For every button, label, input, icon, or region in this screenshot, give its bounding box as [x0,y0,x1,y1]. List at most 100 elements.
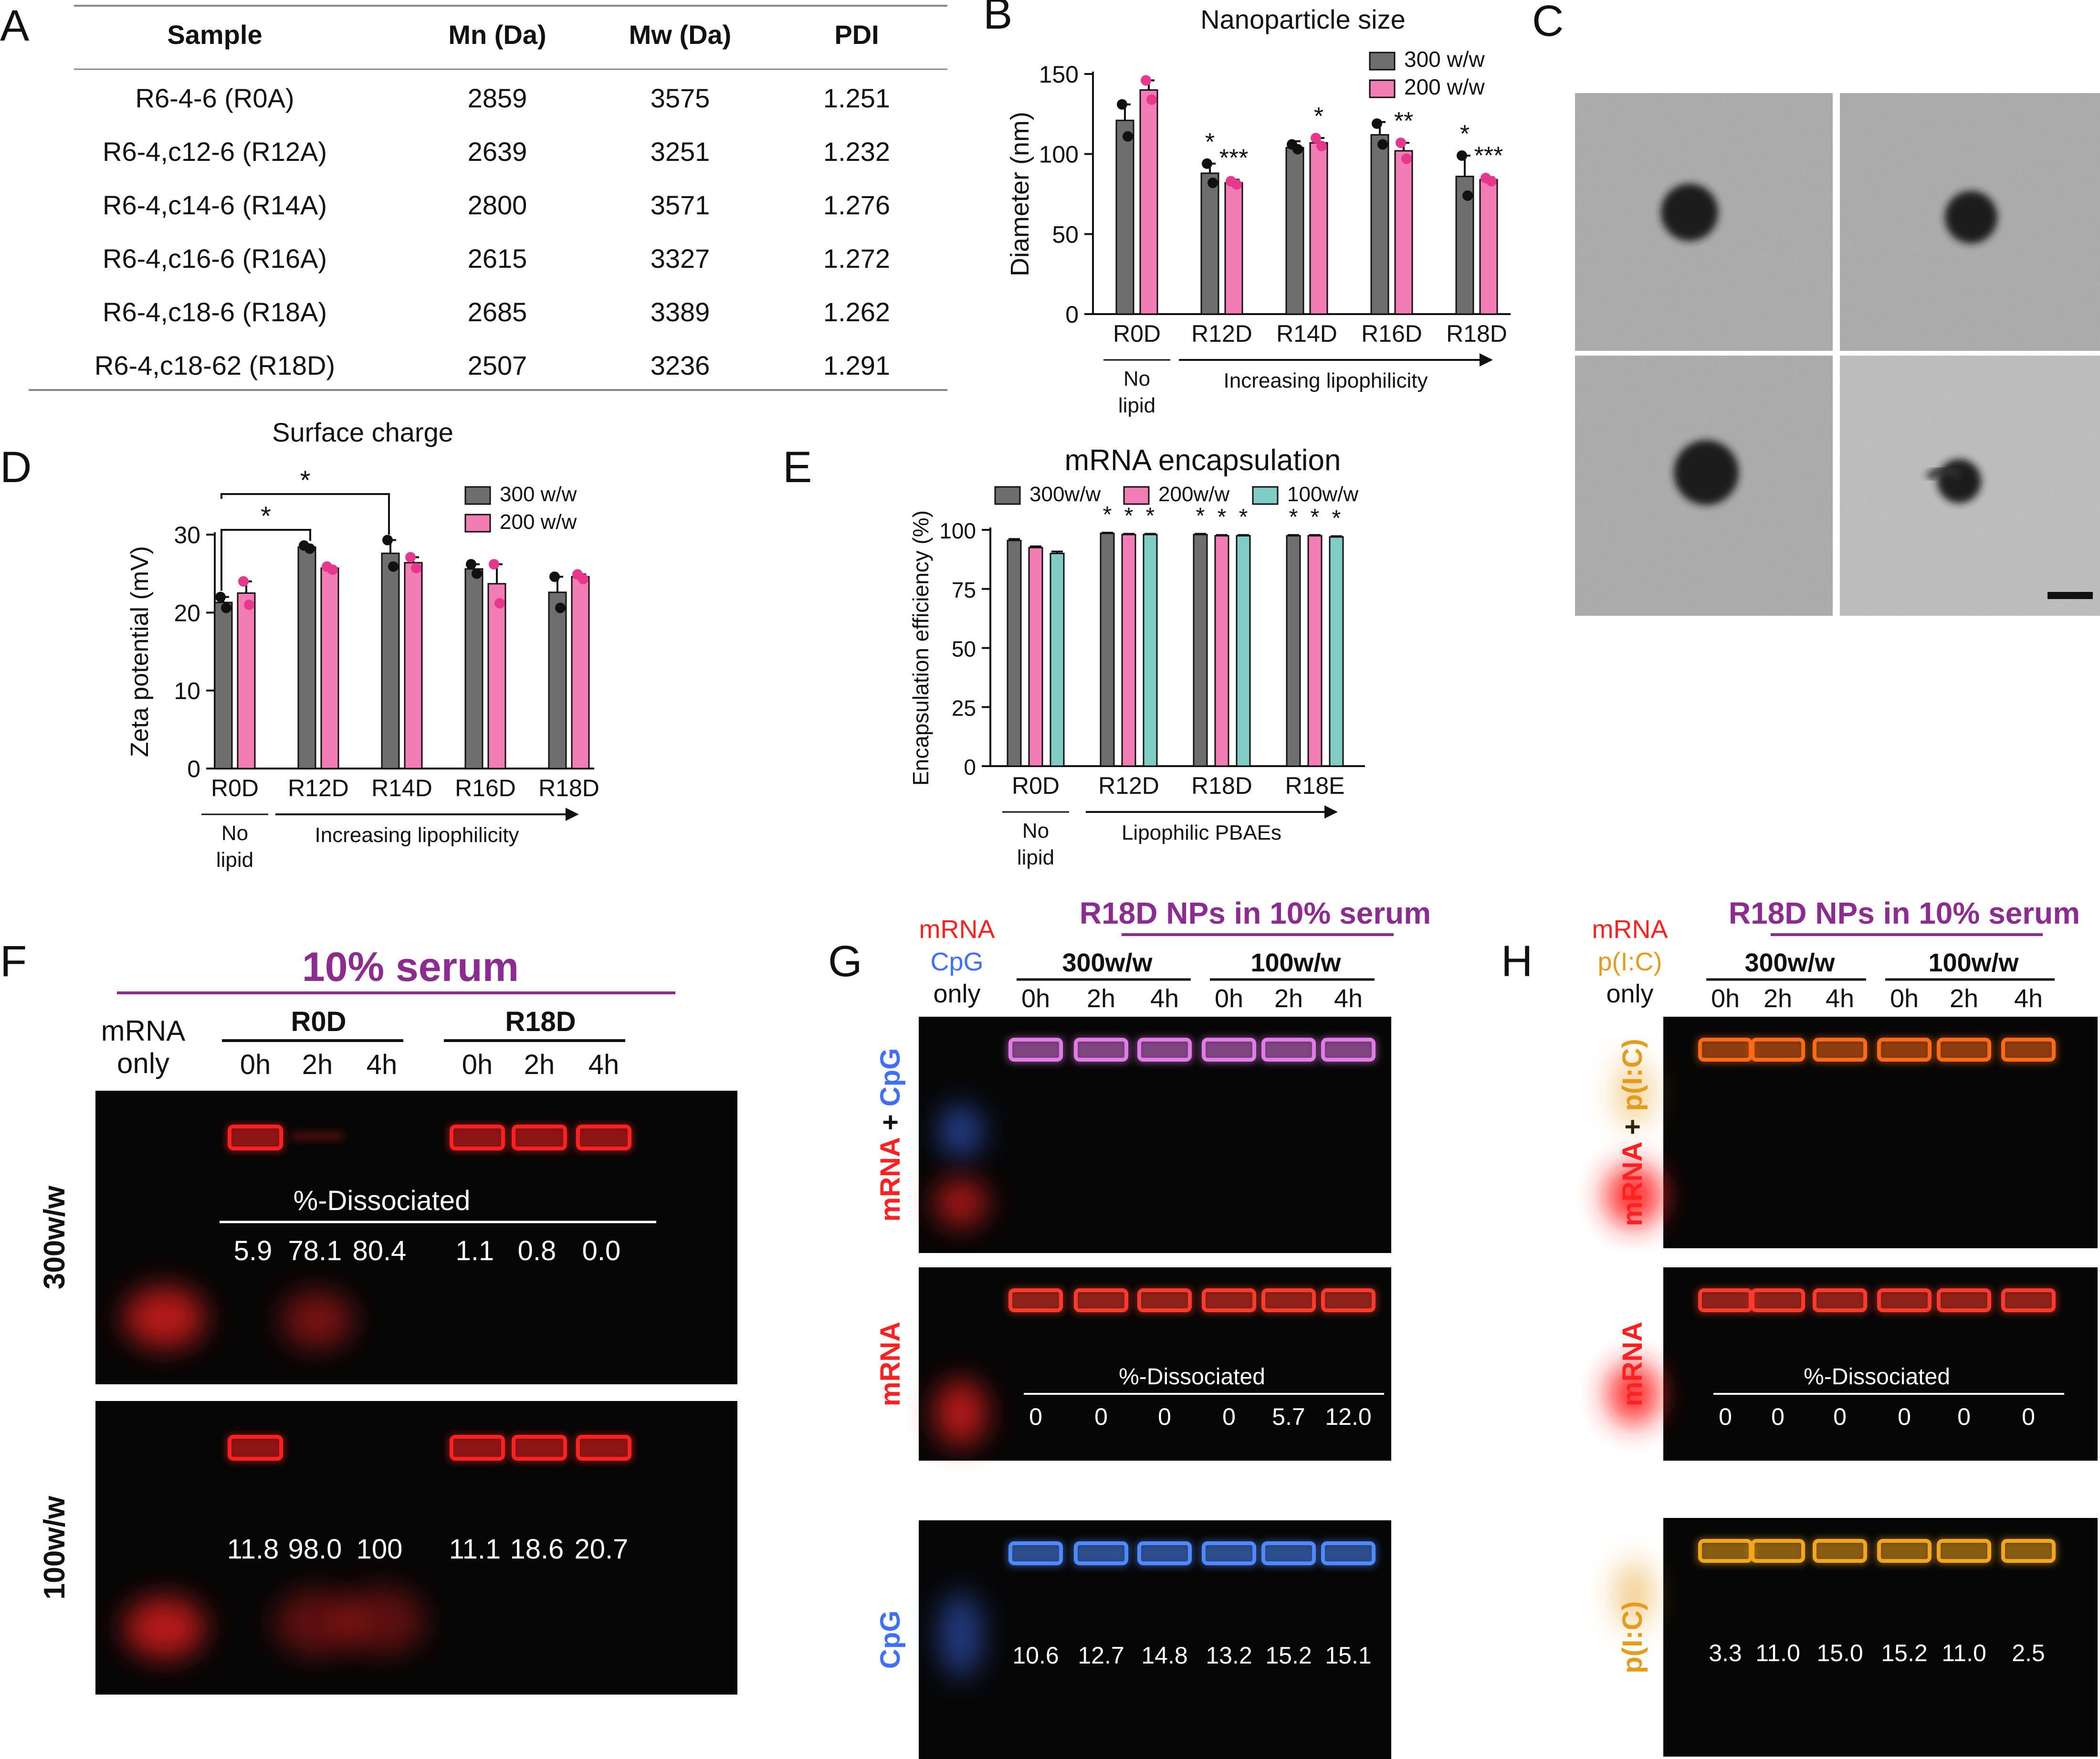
gel-band-glow [511,1435,568,1462]
gel-band [1751,1288,1805,1312]
dissociated-value: 0 [1719,1403,1732,1430]
table-cell: R6-4,c16-6 (R16A) [103,243,327,274]
legend-label: 200 w/w [500,510,577,534]
table-cell: 3251 [651,137,710,167]
lane-label: only [933,980,980,1008]
y-tick-label: 25 [952,695,976,720]
bar [1193,534,1208,767]
bar [1394,150,1413,315]
table-cell: R6-4,c12-6 (R12A) [103,137,327,167]
table-cell: 2800 [468,190,527,220]
y-axis-label: Encapsulation efficiency (%) [908,510,933,786]
data-point [1231,179,1242,190]
panel-h-gel: R18D NPs in 10% serum mRNA p(I:C) only 300w/… [1592,896,2098,1757]
table-header-cell: Mn (Da) [448,20,546,50]
group-name: 100w/w [1250,948,1341,977]
y-tick-label: 50 [1052,221,1079,248]
significance-bracket [220,493,390,535]
bar [1028,547,1043,767]
group-name: R18D [505,1006,576,1037]
dissociated-value: 18.6 [510,1534,564,1565]
gel-smear [1615,1060,1653,1127]
gel-band-glow [1750,1288,1806,1313]
gel-band-glow [1936,1038,1992,1063]
lane-label: mRNA [919,915,995,944]
category-label: R12D [1098,772,1159,799]
panel-letter-g: G [828,937,862,986]
data-point [1202,158,1212,169]
dissociated-value: 15.2 [1265,1642,1312,1669]
dissociated-value: 15.0 [1816,1640,1863,1666]
gel-band [1813,1288,1867,1312]
time-label: 2h [1950,984,1978,1013]
gel-band [1202,1038,1256,1062]
gel-band [512,1125,567,1150]
gel-band [1937,1038,1991,1062]
dissociated-value: 0.0 [582,1235,621,1266]
y-tick-label: 75 [952,578,976,602]
y-tick-label: 50 [952,637,976,662]
gel-band [1937,1288,1991,1312]
gel-smear [939,1105,982,1158]
bar [1307,535,1323,767]
bar [1329,536,1344,767]
significance-marker: ** [1394,107,1413,135]
panel-a-table: Sample Mn (Da) Mw (Da) PDI R6-4-6 (R0A) 2859 3… [29,5,947,391]
time-label: 2h [524,1049,555,1080]
nanoparticle [1937,459,1981,503]
row-label-part: mRNA [875,1138,906,1222]
gel-band [1202,1541,1256,1565]
table-cell: 2507 [468,350,527,380]
gel-band-glow [1812,1539,1868,1564]
gel-band [1877,1539,1932,1563]
category-label: R0D [1012,772,1060,799]
category-label: R18D [1191,772,1252,799]
gel-band-glow [1697,1539,1754,1564]
gel-smear [1605,1165,1662,1227]
data-point [1462,190,1473,201]
bar [1370,134,1389,315]
data-point [1141,75,1151,86]
gel-band [2001,1288,2056,1312]
gel-band-glow [1876,1288,1932,1313]
time-label: 2h [302,1049,333,1080]
time-label: 0h [1215,984,1243,1013]
bar [1479,179,1498,315]
gel-band-glow [1008,1541,1064,1566]
nanoparticle [1661,184,1718,241]
bar [297,546,316,769]
data-point [555,602,566,613]
gel-band-glow [2000,1539,2057,1564]
significance-marker: * [1239,505,1248,530]
panel-letter-h: H [1501,937,1533,986]
table-cell: 3327 [651,243,710,274]
dissociated-value: 0 [1957,1403,1971,1430]
data-point [549,571,560,582]
group-label: lipid [1017,846,1054,869]
dissociated-value: 5.7 [1272,1403,1305,1430]
category-label: R16D [455,775,516,801]
significance-bracket [220,529,311,591]
gel-smear [934,1179,987,1227]
dissociated-value: 11.0 [1942,1640,1986,1666]
table-header-cell: Mw (Da) [629,20,732,50]
gel-band-glow [1876,1539,1932,1564]
table-cell: 1.272 [823,243,890,274]
bar [487,583,506,769]
gel-band [1751,1038,1805,1062]
dissociated-value: 80.4 [353,1235,407,1266]
lane-label: only [1606,980,1653,1008]
y-axis-label: Diameter (nm) [1006,112,1034,276]
gel-band [1813,1038,1867,1062]
time-label: 0h [240,1049,271,1080]
y-tick-label: 0 [1065,301,1079,328]
significance-marker: *** [1219,144,1249,172]
legend-label: 300 w/w [1404,47,1485,72]
bar [1115,119,1134,315]
dissociated-caption: %-Dissociated [1804,1364,1950,1390]
chart-d: Surface charge 0 10 20 30 Zeta potential (mV)… [126,417,599,872]
dissociated-value: 0 [1222,1403,1236,1430]
table-cell: 1.291 [823,350,890,380]
significance-marker: * [1196,503,1205,528]
